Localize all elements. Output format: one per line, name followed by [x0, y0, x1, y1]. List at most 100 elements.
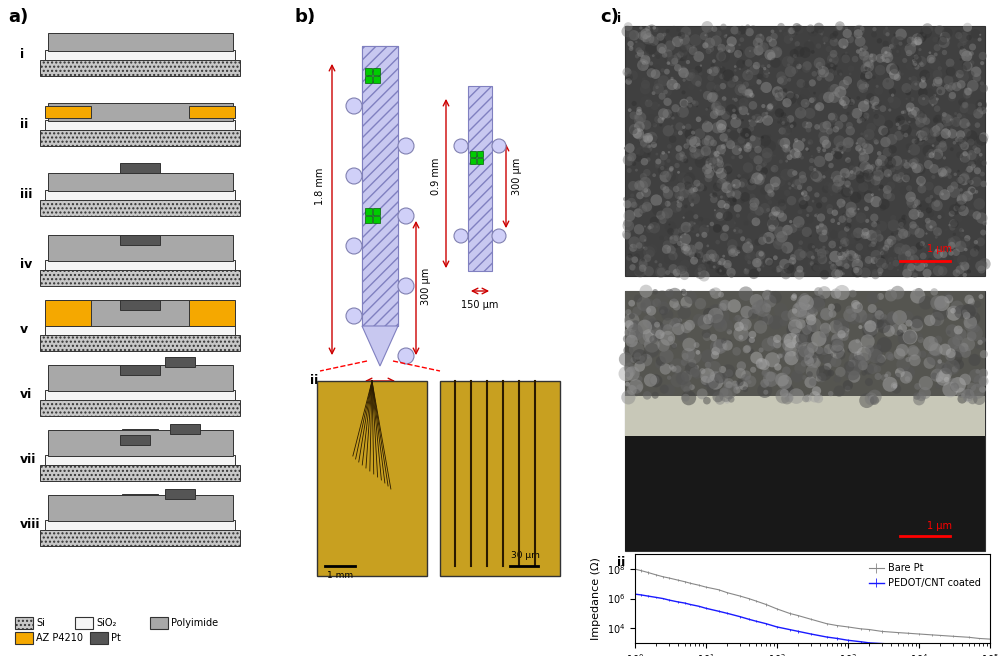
Circle shape — [776, 268, 780, 273]
Circle shape — [750, 245, 753, 249]
Circle shape — [814, 260, 819, 266]
Circle shape — [781, 269, 791, 279]
Circle shape — [878, 272, 882, 276]
Circle shape — [655, 360, 663, 369]
Circle shape — [763, 232, 775, 244]
Circle shape — [935, 145, 941, 151]
Circle shape — [644, 266, 654, 276]
Circle shape — [770, 47, 782, 58]
Circle shape — [659, 349, 674, 363]
Circle shape — [674, 243, 679, 248]
Circle shape — [772, 216, 774, 218]
Circle shape — [698, 216, 703, 222]
Circle shape — [832, 209, 838, 216]
Circle shape — [915, 37, 917, 41]
Circle shape — [724, 201, 730, 207]
Circle shape — [693, 51, 704, 62]
Circle shape — [749, 136, 761, 148]
Bar — [317, 381, 427, 576]
Circle shape — [690, 224, 699, 233]
Circle shape — [875, 159, 882, 166]
Circle shape — [939, 344, 951, 356]
Circle shape — [819, 242, 824, 247]
Circle shape — [750, 178, 756, 184]
Circle shape — [842, 272, 845, 276]
Circle shape — [753, 258, 763, 268]
Circle shape — [973, 211, 981, 220]
Circle shape — [848, 99, 855, 106]
Circle shape — [923, 72, 927, 77]
Circle shape — [784, 263, 794, 274]
Circle shape — [715, 269, 720, 273]
Circle shape — [782, 56, 793, 68]
Circle shape — [805, 148, 809, 151]
Circle shape — [662, 207, 673, 218]
Circle shape — [663, 33, 666, 37]
Circle shape — [955, 138, 960, 142]
Circle shape — [826, 124, 830, 128]
Circle shape — [816, 202, 822, 209]
Circle shape — [701, 186, 707, 192]
Circle shape — [756, 167, 759, 169]
Circle shape — [915, 39, 922, 45]
Circle shape — [761, 338, 775, 352]
Circle shape — [701, 218, 711, 228]
Circle shape — [697, 55, 701, 58]
Circle shape — [696, 152, 699, 154]
Circle shape — [889, 145, 897, 154]
Circle shape — [693, 149, 704, 159]
Circle shape — [689, 384, 695, 390]
Circle shape — [770, 165, 779, 175]
Circle shape — [800, 47, 811, 58]
Circle shape — [934, 336, 942, 344]
Circle shape — [957, 42, 964, 49]
Circle shape — [837, 251, 842, 256]
Circle shape — [956, 131, 965, 139]
Circle shape — [636, 147, 644, 156]
Circle shape — [667, 89, 678, 100]
Circle shape — [974, 240, 978, 244]
Circle shape — [948, 81, 957, 91]
Circle shape — [647, 244, 657, 255]
Bar — [365, 208, 372, 215]
Circle shape — [793, 140, 804, 152]
Circle shape — [717, 160, 724, 167]
Circle shape — [949, 378, 957, 386]
Circle shape — [793, 94, 798, 99]
Circle shape — [745, 57, 748, 60]
Circle shape — [717, 208, 728, 220]
Circle shape — [866, 291, 879, 304]
Circle shape — [981, 160, 987, 166]
Circle shape — [673, 186, 679, 192]
Bar — [625, 396, 985, 436]
Circle shape — [655, 291, 669, 304]
Circle shape — [780, 169, 792, 180]
Bar — [75, 617, 93, 629]
Circle shape — [866, 176, 868, 178]
Circle shape — [926, 220, 937, 232]
Circle shape — [820, 33, 823, 35]
Circle shape — [888, 161, 893, 165]
Circle shape — [760, 187, 767, 195]
Circle shape — [896, 344, 909, 356]
Circle shape — [653, 83, 664, 94]
Circle shape — [680, 98, 688, 108]
Circle shape — [745, 28, 754, 36]
Circle shape — [769, 39, 777, 47]
Circle shape — [858, 325, 862, 329]
Circle shape — [975, 105, 983, 113]
Circle shape — [932, 144, 934, 147]
Circle shape — [623, 232, 631, 239]
Circle shape — [729, 130, 739, 140]
Circle shape — [674, 64, 681, 72]
Text: iv: iv — [20, 258, 32, 271]
Circle shape — [954, 382, 960, 389]
Circle shape — [772, 48, 782, 58]
Circle shape — [630, 194, 634, 197]
Circle shape — [818, 30, 824, 35]
Circle shape — [906, 144, 912, 150]
Circle shape — [738, 229, 743, 234]
Circle shape — [695, 157, 706, 168]
Circle shape — [889, 61, 895, 67]
Circle shape — [914, 37, 922, 45]
